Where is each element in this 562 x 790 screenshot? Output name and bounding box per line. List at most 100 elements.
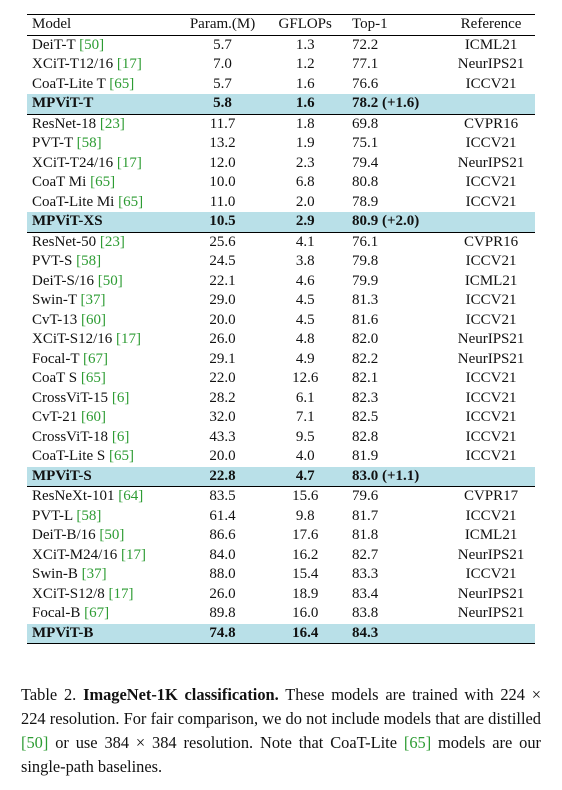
- param-cell: 43.3: [209, 428, 236, 445]
- param-cell: 29.1: [209, 350, 236, 367]
- citation-link[interactable]: [17]: [121, 546, 147, 563]
- model-name: CoaT-Lite Mi: [32, 193, 115, 210]
- reference-cell: CVPR16: [463, 115, 519, 132]
- citation-link[interactable]: [58]: [76, 507, 102, 524]
- model-cell: Swin-T [37]: [27, 291, 179, 311]
- citation-link[interactable]: [65]: [108, 448, 134, 465]
- citation-link[interactable]: [67]: [84, 605, 110, 622]
- param-cell: 7.0: [213, 56, 232, 73]
- citation-number[interactable]: 58: [81, 135, 97, 152]
- citation-link[interactable]: [58]: [76, 135, 102, 152]
- model-name: DeiT-T: [32, 36, 76, 53]
- model-name: Focal-B: [32, 605, 81, 622]
- citation-number[interactable]: 58: [81, 507, 97, 524]
- reference-cell: NeurIPS21: [457, 605, 525, 622]
- citation-link[interactable]: [67]: [82, 350, 108, 367]
- table-row: CoaT Mi [65] 10.0 6.8 80.8 ICCV21: [27, 173, 535, 193]
- citation-link[interactable]: [60]: [81, 409, 107, 426]
- citation-link[interactable]: [17]: [116, 331, 142, 348]
- citation-link[interactable]: [37]: [81, 566, 107, 583]
- table-row: Focal-B [67] 89.8 16.0 83.8 NeurIPS21: [27, 604, 535, 624]
- citation-number[interactable]: 17: [121, 56, 137, 73]
- citation-link[interactable]: [17]: [116, 56, 142, 73]
- citation-link[interactable]: [50]: [97, 272, 123, 289]
- caption-citation-2[interactable]: [65]: [403, 733, 432, 752]
- citation-number[interactable]: 50: [104, 527, 120, 544]
- reference-cell: ICCV21: [465, 389, 517, 406]
- table-row: DeiT-T [50] 5.7 1.3 72.2 ICML21: [27, 35, 535, 55]
- citation-number[interactable]: 60: [86, 311, 102, 328]
- gflops-cell: 6.8: [295, 174, 315, 191]
- citation-number[interactable]: 58: [81, 253, 97, 270]
- citation-link[interactable]: [60]: [81, 311, 107, 328]
- citation-number[interactable]: 67: [87, 350, 103, 367]
- reference-cell: ICCV21: [465, 292, 517, 309]
- reference-cell: ICCV21: [465, 174, 517, 191]
- model-name: PVT-L: [32, 507, 73, 524]
- citation-number[interactable]: 64: [123, 488, 139, 505]
- imagenet-results-table: Model Param.(M) GFLOPs Top-1 Reference D…: [27, 14, 535, 644]
- citation-number[interactable]: 6: [116, 428, 125, 445]
- reference-cell: ICCV21: [465, 193, 517, 210]
- citation-link[interactable]: [23]: [99, 233, 125, 250]
- citation-number[interactable]: 17: [113, 585, 129, 602]
- citation-link[interactable]: [65]: [118, 193, 144, 210]
- caption-text-1: These models are trained with 224 × 224 …: [21, 685, 541, 728]
- citation-link[interactable]: [65]: [80, 370, 106, 387]
- citation-number[interactable]: 17: [121, 154, 137, 171]
- param-cell: 12.0: [209, 154, 236, 171]
- table-row: XCiT-S12/8 [17] 26.0 18.9 83.4 NeurIPS21: [27, 585, 535, 605]
- citation-number[interactable]: 37: [86, 566, 102, 583]
- citation-number[interactable]: 50: [102, 272, 118, 289]
- citation-link[interactable]: [6]: [111, 428, 130, 445]
- citation-number[interactable]: 50: [84, 36, 100, 53]
- gflops-cell: 1.8: [295, 115, 315, 132]
- reference-cell: ICCV21: [465, 253, 517, 270]
- citation-link[interactable]: [65]: [109, 75, 135, 92]
- header-gflops: GFLOPs: [278, 16, 332, 33]
- citation-link[interactable]: [50]: [79, 36, 105, 53]
- caption-citation-1[interactable]: [50]: [21, 733, 49, 752]
- citation-number[interactable]: 65: [113, 448, 129, 465]
- citation-link[interactable]: [65]: [90, 174, 116, 191]
- gflops-cell: 4.0: [295, 448, 315, 465]
- reference-cell: ICCV21: [465, 448, 517, 465]
- highlight-param-cell: 74.8: [209, 624, 236, 641]
- citation-number[interactable]: 17: [121, 331, 137, 348]
- citation-number[interactable]: 37: [85, 292, 101, 309]
- citation-link[interactable]: [17]: [116, 154, 142, 171]
- table-row: PVT-L [58] 61.4 9.8 81.7 ICCV21: [27, 507, 535, 527]
- citation-number[interactable]: 65: [85, 370, 101, 387]
- top1-cell: 76.6: [351, 75, 379, 92]
- param-cell: 89.8: [209, 605, 236, 622]
- header-param: Param.(M): [189, 16, 256, 33]
- gflops-cell: 18.9: [292, 585, 319, 602]
- citation-number[interactable]: 65: [123, 193, 139, 210]
- citation-number[interactable]: 17: [126, 546, 142, 563]
- citation-number[interactable]: 23: [104, 233, 120, 250]
- citation-number[interactable]: 67: [89, 605, 105, 622]
- citation-link[interactable]: [50]: [99, 527, 125, 544]
- citation-link[interactable]: [17]: [108, 585, 134, 602]
- reference-cell: CVPR17: [463, 488, 519, 505]
- citation-link[interactable]: [6]: [111, 389, 130, 406]
- top1-cell: 75.1: [351, 135, 379, 152]
- reference-cell: ICCV21: [465, 135, 517, 152]
- param-cell: 25.6: [209, 233, 236, 250]
- citation-link[interactable]: [64]: [118, 488, 144, 505]
- model-cell: PVT-L [58]: [27, 507, 179, 527]
- model-cell: PVT-S [58]: [27, 252, 179, 272]
- citation-link[interactable]: [58]: [76, 253, 102, 270]
- gflops-cell: 4.8: [295, 331, 315, 348]
- citation-number[interactable]: 60: [86, 409, 102, 426]
- gflops-cell: 15.6: [292, 488, 319, 505]
- citation-link[interactable]: [23]: [99, 115, 125, 132]
- citation-number[interactable]: 65: [95, 174, 111, 191]
- citation-number[interactable]: 6: [116, 389, 125, 406]
- citation-number[interactable]: 65: [114, 75, 130, 92]
- top1-cell: 77.1: [351, 56, 379, 73]
- citation-link[interactable]: [37]: [80, 292, 106, 309]
- top1-cell: 82.5: [351, 409, 379, 426]
- citation-number[interactable]: 23: [104, 115, 120, 132]
- model-cell: DeiT-T [50]: [27, 35, 179, 55]
